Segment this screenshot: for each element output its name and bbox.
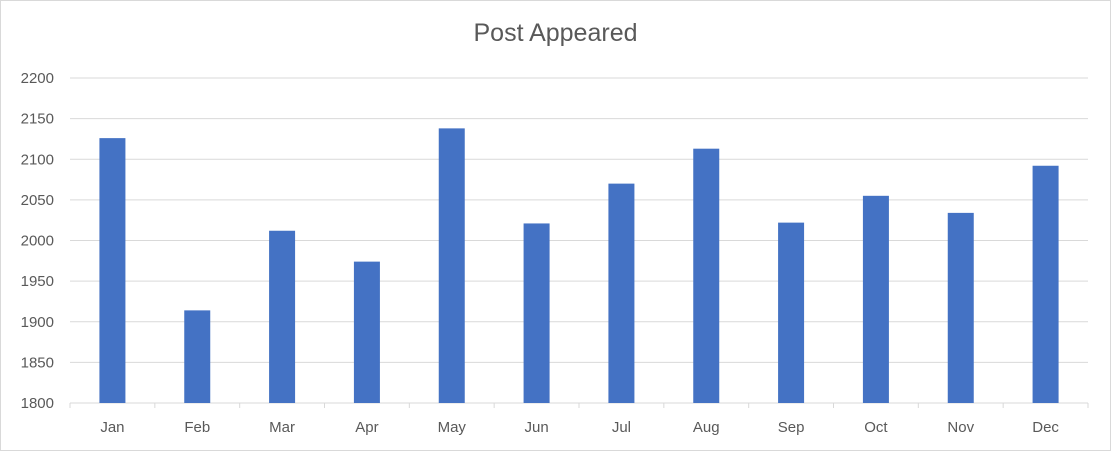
bar-jun [523,223,550,403]
bar-sep [778,222,805,403]
bar-feb [184,310,211,403]
x-tick-label: Oct [864,419,888,436]
x-tick-label: Aug [693,419,720,436]
bar-jan [99,138,126,403]
y-tick-label: 2200 [21,70,54,87]
x-tick-label: Feb [184,419,210,436]
y-tick-label: 1900 [21,314,54,331]
chart-title: Post Appeared [473,19,638,47]
y-tick-label: 1850 [21,354,54,371]
x-tick-label: Jan [100,419,124,436]
y-tick-label: 2050 [21,192,54,209]
y-tick-label: 1800 [21,395,54,412]
x-tick-label: Dec [1032,419,1059,436]
x-tick-label: Jul [612,419,631,436]
x-tick-label: Nov [947,419,974,436]
y-tick-label: 1950 [21,273,54,290]
bar-may [438,128,465,403]
y-tick-label: 2100 [21,151,54,168]
x-tick-label: Jun [524,419,548,436]
x-tick-label: Sep [778,419,805,436]
bar-nov [947,212,974,403]
bar-jul [608,183,635,403]
bar-aug [693,148,720,403]
x-tick-label: Apr [355,419,378,436]
bar-oct [862,195,889,403]
x-tick-label: Mar [269,419,295,436]
y-tick-label: 2000 [21,233,54,250]
bar-apr [353,261,380,403]
x-tick-label: May [438,419,467,436]
bar-mar [269,230,296,403]
bar-dec [1032,165,1059,403]
y-tick-label: 2150 [21,111,54,128]
